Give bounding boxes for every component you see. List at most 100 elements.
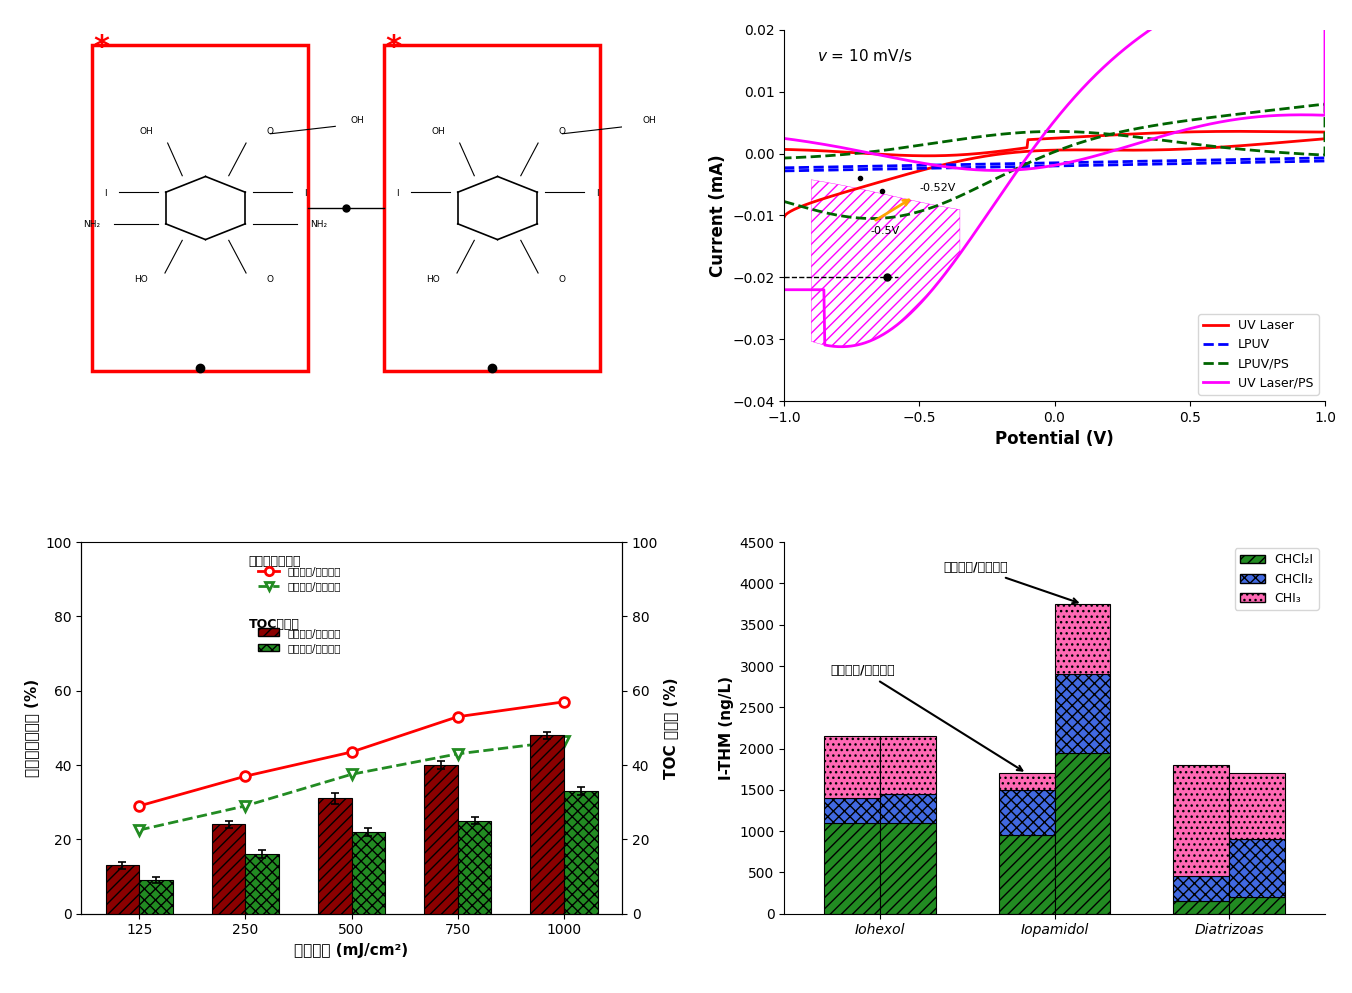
Text: O: O	[558, 127, 566, 136]
Bar	[999, 789, 1055, 835]
LPUV	[1141, 158, 1157, 170]
Text: 低压紫外/过硫酸盐: 低压紫外/过硫酸盐	[944, 561, 1078, 603]
UV Laser	[959, 154, 975, 166]
Bar	[139, 880, 173, 914]
LPUV/PS	[776, 196, 792, 208]
Text: *: *	[385, 33, 402, 62]
Text: HO: HO	[134, 275, 147, 284]
Y-axis label: Current (mA): Current (mA)	[708, 154, 726, 277]
Bar	[1055, 674, 1110, 753]
Text: OH: OH	[642, 115, 656, 125]
LPUV	[776, 162, 792, 174]
Bar	[1229, 839, 1284, 897]
Y-axis label: TOC 去除率 (%): TOC 去除率 (%)	[664, 677, 679, 779]
LPUV/PS	[1265, 146, 1282, 158]
Text: NH₂: NH₂	[311, 219, 327, 228]
Legend: UV Laser, LPUV, LPUV/PS, UV Laser/PS: UV Laser, LPUV, LPUV/PS, UV Laser/PS	[1198, 314, 1318, 395]
Bar	[1174, 877, 1229, 902]
Bar	[211, 824, 246, 914]
UV Laser/PS	[1141, 24, 1157, 36]
LPUV	[1317, 152, 1333, 164]
UV Laser	[776, 212, 792, 223]
LPUV	[1288, 153, 1305, 165]
Text: -0.52V: -0.52V	[919, 183, 956, 193]
Legend: 激光紫外/过硫酸盐, 低压紫外/过硫酸盐: 激光紫外/过硫酸盐, 低压紫外/过硫酸盐	[254, 624, 345, 657]
Text: I: I	[104, 189, 107, 198]
Y-axis label: I-THM (ng/L): I-THM (ng/L)	[719, 676, 734, 780]
Y-axis label: 过硫酸盐消耗量 (%): 过硫酸盐消耗量 (%)	[24, 679, 39, 777]
Bar	[880, 736, 936, 794]
Bar	[318, 798, 352, 914]
UV Laser/PS	[776, 284, 792, 296]
Bar	[1229, 897, 1284, 914]
Line: UV Laser/PS: UV Laser/PS	[784, 0, 1325, 347]
Bar	[999, 835, 1055, 914]
Bar	[825, 736, 880, 798]
Bar	[564, 791, 598, 914]
Line: LPUV/PS: LPUV/PS	[784, 104, 1325, 218]
Text: TOC去除率: TOC去除率	[249, 619, 300, 632]
Bar	[999, 774, 1055, 789]
Text: O: O	[266, 127, 274, 136]
Line: LPUV: LPUV	[784, 158, 1325, 171]
LPUV/PS	[921, 203, 937, 214]
Bar	[423, 765, 457, 914]
UV Laser	[776, 143, 792, 155]
Bar	[352, 832, 385, 914]
Bar	[1055, 753, 1110, 914]
Text: NH₂: NH₂	[84, 219, 100, 228]
X-axis label: 紫外剂量 (mJ/cm²): 紫外剂量 (mJ/cm²)	[295, 942, 408, 958]
UV Laser	[1267, 125, 1283, 137]
Bar	[1229, 774, 1284, 839]
Text: OH: OH	[139, 127, 153, 136]
LPUV/PS	[776, 152, 792, 164]
UV Laser	[1290, 126, 1306, 138]
Bar	[457, 821, 492, 914]
Text: I: I	[596, 189, 599, 198]
UV Laser	[1232, 125, 1248, 137]
LPUV	[919, 162, 936, 174]
LPUV	[776, 165, 792, 177]
LPUV	[959, 162, 975, 174]
LPUV	[1245, 156, 1261, 168]
Bar	[825, 823, 880, 914]
Legend: CHCl₂I, CHClI₂, CHI₃: CHCl₂I, CHClI₂, CHI₃	[1234, 548, 1318, 610]
UV Laser	[1141, 144, 1157, 156]
UV Laser/PS	[921, 288, 937, 300]
Bar	[825, 798, 880, 823]
Text: $v$ = 10 mV/s: $v$ = 10 mV/s	[817, 47, 913, 64]
Text: *: *	[93, 33, 110, 62]
UV Laser/PS	[960, 237, 976, 249]
Bar	[246, 854, 280, 914]
Text: O: O	[266, 275, 274, 284]
X-axis label: Potential (V): Potential (V)	[995, 430, 1114, 449]
LPUV/PS	[960, 187, 976, 199]
Text: OH: OH	[431, 127, 445, 136]
LPUV	[1267, 153, 1283, 165]
Bar	[530, 736, 564, 914]
Bar	[1055, 604, 1110, 674]
Bar	[880, 794, 936, 823]
UV Laser	[1245, 139, 1261, 151]
Text: 激光紫外/过硫酸盐: 激光紫外/过硫酸盐	[830, 664, 1022, 771]
UV Laser/PS	[1265, 109, 1282, 121]
LPUV/PS	[1247, 106, 1263, 118]
Text: OH: OH	[350, 115, 364, 125]
Text: I: I	[396, 189, 399, 198]
Text: 过硫酸盐消耗量: 过硫酸盐消耗量	[249, 555, 301, 568]
Text: O: O	[558, 275, 566, 284]
LPUV/PS	[1288, 148, 1305, 160]
UV Laser/PS	[776, 132, 792, 144]
Line: UV Laser: UV Laser	[784, 131, 1325, 217]
Bar	[1174, 902, 1229, 914]
Text: I: I	[304, 189, 307, 198]
Bar	[105, 865, 139, 914]
Text: HO: HO	[426, 275, 439, 284]
Bar	[92, 45, 308, 371]
UV Laser/PS	[1288, 109, 1305, 121]
LPUV/PS	[1141, 120, 1157, 132]
UV Laser/PS	[833, 341, 849, 353]
UV Laser	[919, 163, 936, 175]
LPUV/PS	[864, 213, 880, 224]
Bar	[384, 45, 600, 371]
